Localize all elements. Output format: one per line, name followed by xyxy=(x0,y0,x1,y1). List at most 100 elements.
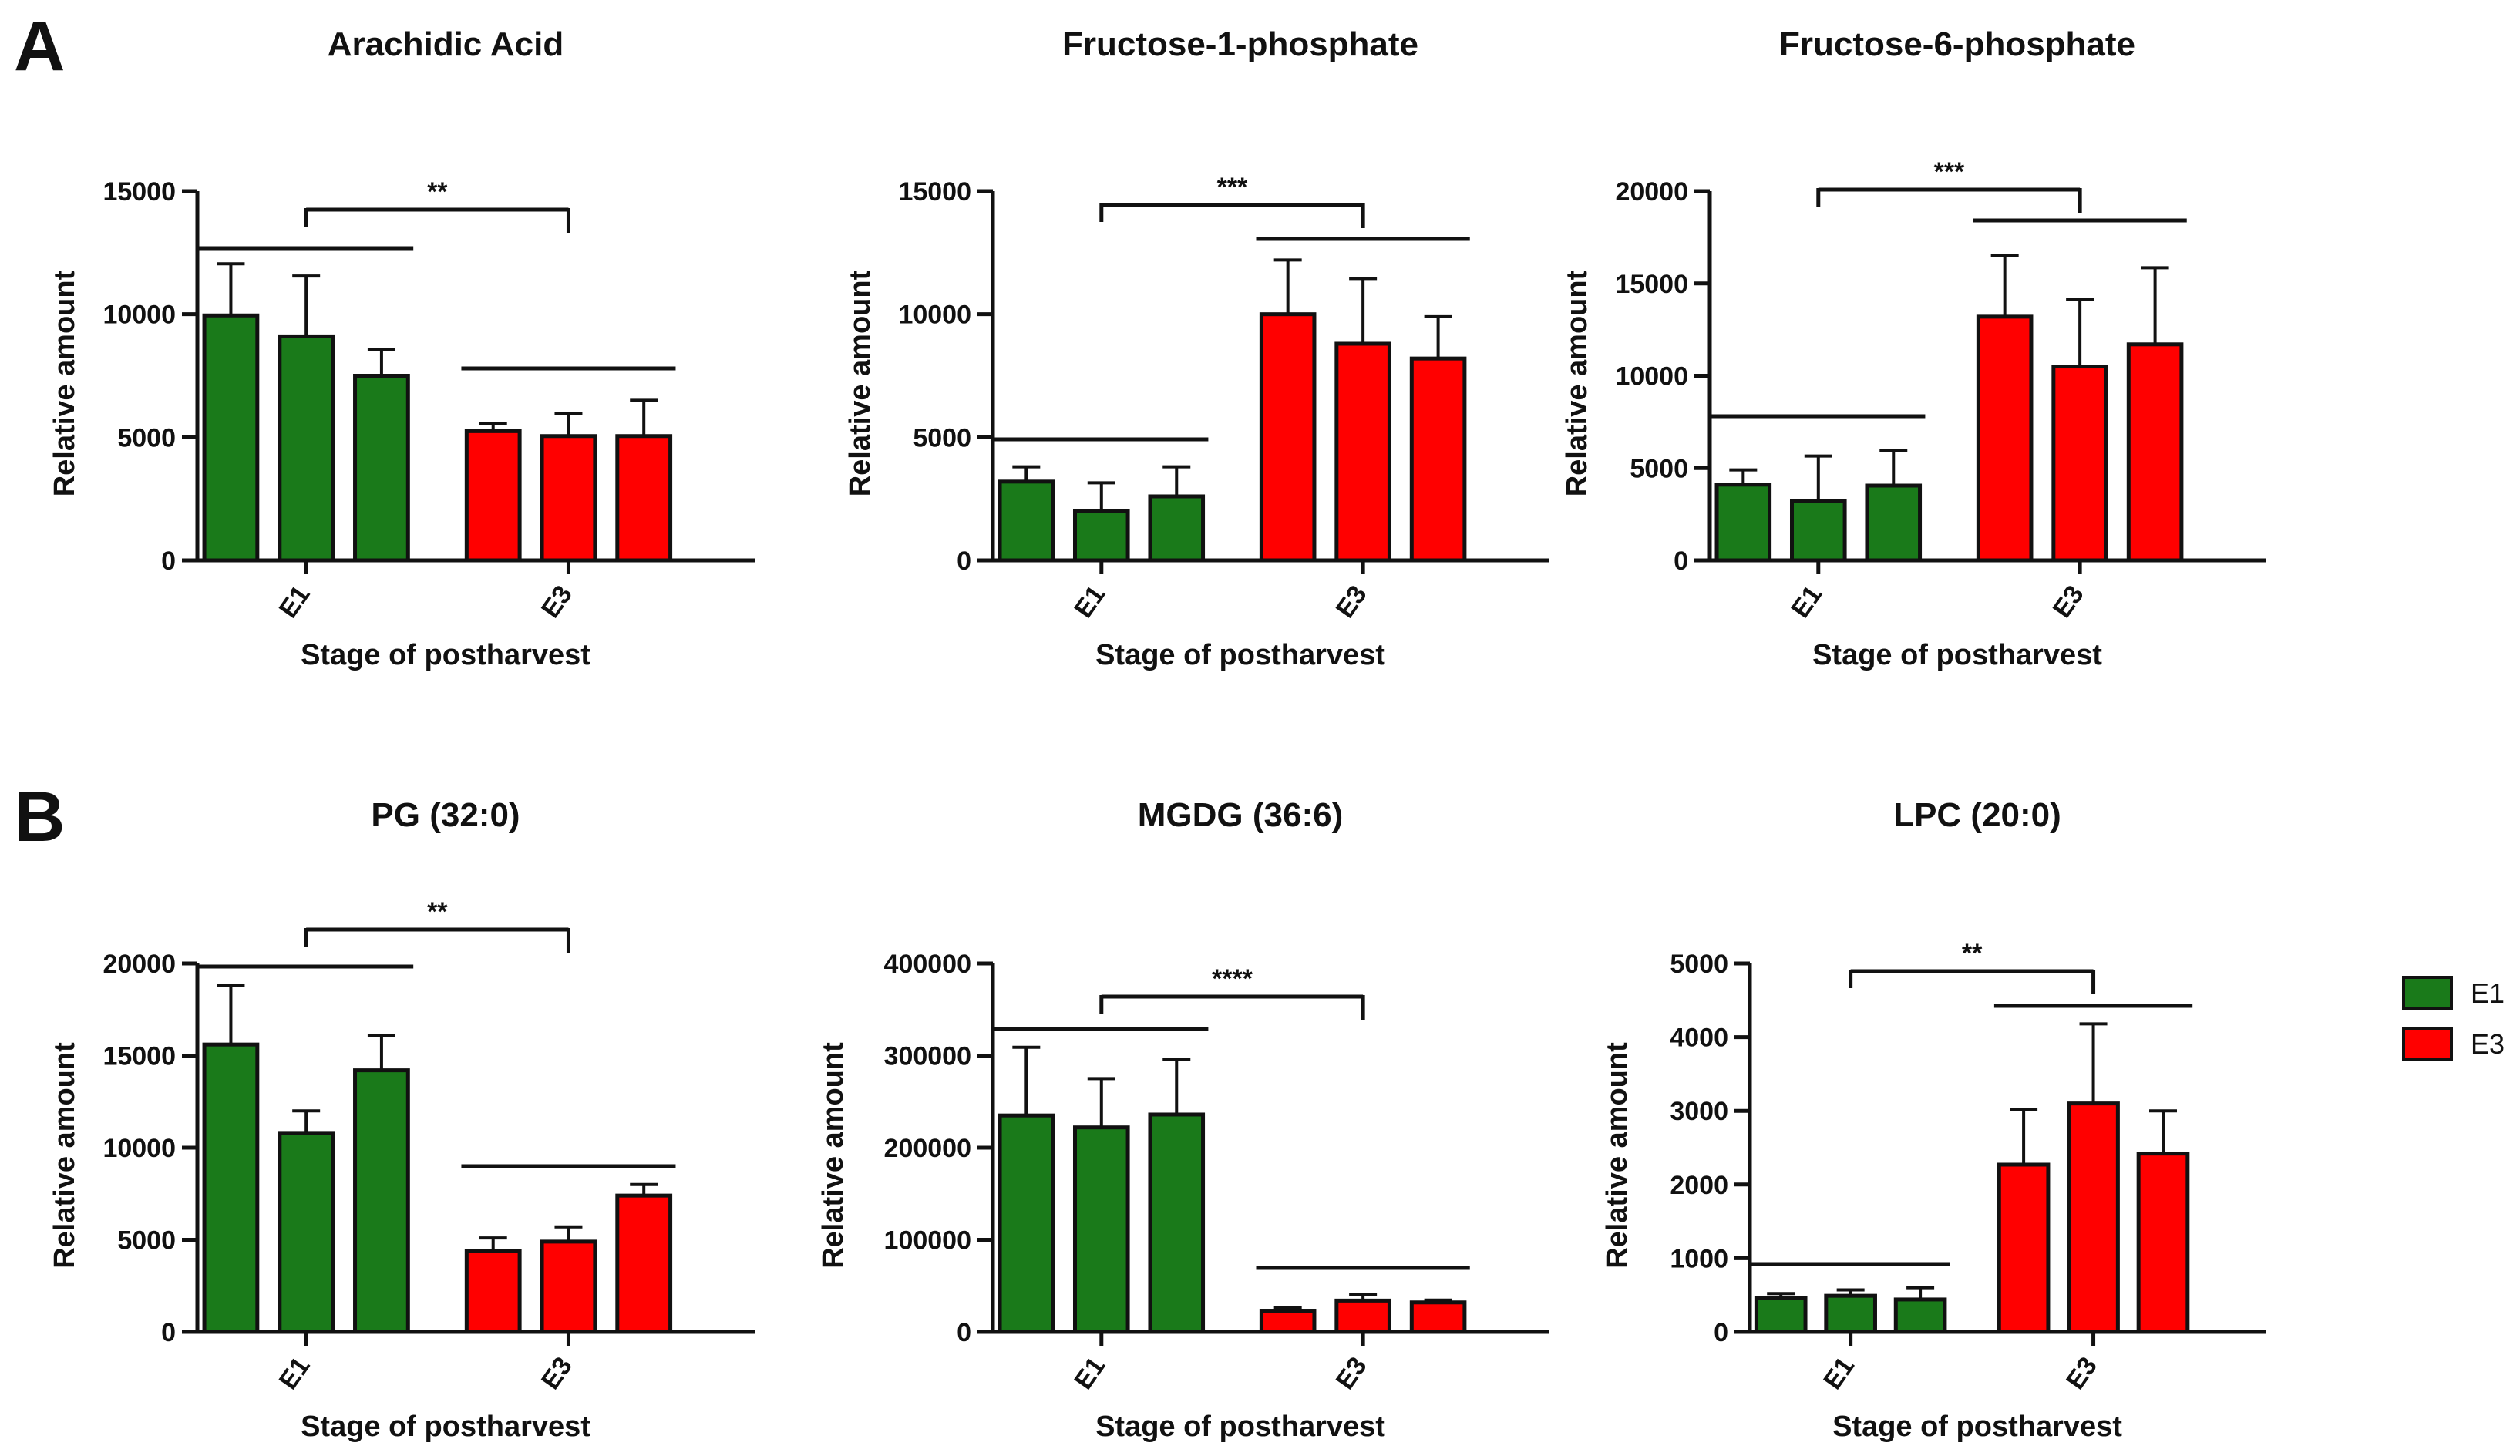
legend-swatch-e1 xyxy=(2402,976,2453,1010)
chart-6: LPC (20:0) 0 1000 2000 3000 4000 5000 Relative … xyxy=(1601,796,2266,1443)
bar-e1 xyxy=(1148,1112,1206,1334)
bar-e1 xyxy=(1072,1125,1130,1334)
x-axis-label: Stage of postharvest xyxy=(1812,639,2102,671)
x-axis-label: Stage of postharvest xyxy=(1832,1411,2122,1443)
bar-e3 xyxy=(2136,1152,2190,1334)
x-tick-label: E3 xyxy=(2061,1352,2103,1395)
bar-e1 xyxy=(1865,483,1923,563)
x-tick-label: E1 xyxy=(1785,580,1828,624)
significance-label: ** xyxy=(427,177,448,207)
bar-e1 xyxy=(998,1113,1055,1334)
y-axis-label: Relative amount xyxy=(49,1042,81,1269)
chart-5: MGDG (36:6) 0 100000 200000 300000 400000 Rela… xyxy=(817,796,1549,1443)
y-tick-label: 15000 xyxy=(103,177,176,207)
x-tick-label: E3 xyxy=(536,580,578,624)
x-axis-label: Stage of postharvest xyxy=(1095,639,1385,671)
bar-e3 xyxy=(1334,1298,1391,1334)
x-tick-label: E1 xyxy=(1068,1352,1111,1395)
x-tick-label: E3 xyxy=(1331,1352,1373,1395)
bar-e1 xyxy=(1824,1293,1877,1334)
y-tick-label: 0 xyxy=(1674,546,1688,576)
bar-e1 xyxy=(1789,499,1847,563)
y-tick-label: 5000 xyxy=(1630,454,1688,483)
y-tick-label: 5000 xyxy=(913,423,971,452)
y-tick-label: 100000 xyxy=(884,1226,971,1256)
chart-title: Arachidic Acid xyxy=(328,25,564,63)
chart-3: Fructose-6-phosphate 0 5000 10000 15000 20000… xyxy=(1561,25,2266,671)
y-tick-label: 0 xyxy=(161,1318,176,1347)
y-tick-label: 4000 xyxy=(1670,1024,1728,1053)
chart-1: Arachidic Acid 0 5000 10000 15000 Relative am… xyxy=(49,25,755,671)
bar-e1 xyxy=(353,374,410,563)
bar-e3 xyxy=(2067,1101,2120,1334)
significance-label: *** xyxy=(1934,157,1965,187)
y-tick-label: 300000 xyxy=(884,1042,971,1071)
y-axis-label: Relative amount xyxy=(1561,270,1593,496)
bar-e3 xyxy=(1259,312,1317,563)
significance-label: **** xyxy=(1212,964,1253,994)
bar-e1 xyxy=(1893,1297,1947,1334)
x-tick-label: E1 xyxy=(1068,580,1111,624)
bar-e1 xyxy=(202,1042,260,1334)
y-tick-label: 200000 xyxy=(884,1134,971,1163)
y-tick-label: 0 xyxy=(957,1318,971,1347)
x-tick-label: E3 xyxy=(1331,580,1373,624)
y-tick-label: 20000 xyxy=(1615,177,1688,207)
y-tick-label: 5000 xyxy=(117,1226,176,1256)
bar-e1 xyxy=(998,479,1055,563)
y-axis-label: Relative amount xyxy=(49,270,81,496)
y-tick-label: 10000 xyxy=(103,301,176,330)
bar-e1 xyxy=(1714,483,1772,563)
y-tick-label: 15000 xyxy=(103,1042,176,1071)
x-axis-label: Stage of postharvest xyxy=(301,1411,590,1443)
chart-title: LPC (20:0) xyxy=(1893,796,2061,834)
bar-e3 xyxy=(1334,341,1391,563)
x-tick-label: E3 xyxy=(536,1352,578,1395)
bar-e3 xyxy=(464,429,522,563)
bar-e3 xyxy=(1997,1162,2051,1334)
bar-e3 xyxy=(464,1249,522,1334)
bar-e1 xyxy=(278,334,335,563)
significance-label: ** xyxy=(427,897,448,926)
bar-e3 xyxy=(615,1193,673,1334)
y-tick-label: 3000 xyxy=(1670,1097,1728,1126)
bar-e3 xyxy=(615,434,673,563)
x-tick-label: E1 xyxy=(274,1352,316,1395)
significance-label: ** xyxy=(1962,939,1983,968)
x-axis-label: Stage of postharvest xyxy=(301,639,590,671)
y-axis-label: Relative amount xyxy=(844,270,876,496)
y-tick-label: 15000 xyxy=(898,177,971,207)
bar-e1 xyxy=(1148,494,1206,563)
x-tick-label: E1 xyxy=(274,580,316,624)
legend-swatch-e3 xyxy=(2402,1027,2453,1061)
x-tick-label: E1 xyxy=(1818,1352,1860,1395)
y-tick-label: 0 xyxy=(1714,1318,1728,1347)
legend-label-e1: E1 xyxy=(2471,977,2505,1009)
chart-title: Fructose-6-phosphate xyxy=(1779,25,2135,63)
y-axis-label: Relative amount xyxy=(817,1042,850,1269)
legend-label-e3: E3 xyxy=(2471,1028,2505,1060)
chart-title: PG (32:0) xyxy=(371,796,520,834)
bar-e3 xyxy=(540,434,597,563)
y-tick-label: 0 xyxy=(957,546,971,576)
panel-label-a: A xyxy=(14,7,66,86)
y-tick-label: 5000 xyxy=(117,423,176,452)
chart-title: Fructose-1-phosphate xyxy=(1062,25,1418,63)
bar-e3 xyxy=(1259,1309,1317,1334)
bar-e3 xyxy=(1409,356,1467,563)
bar-e3 xyxy=(540,1239,597,1334)
bar-e1 xyxy=(353,1068,410,1334)
x-axis-label: Stage of postharvest xyxy=(1095,1411,1385,1443)
bar-e3 xyxy=(2051,365,2108,563)
bar-e3 xyxy=(2126,342,2184,563)
bar-e3 xyxy=(1409,1300,1467,1334)
y-tick-label: 5000 xyxy=(1670,950,1728,979)
bar-e1 xyxy=(278,1131,335,1334)
bar-e1 xyxy=(1072,509,1130,563)
y-tick-label: 0 xyxy=(161,546,176,576)
panel-label-b: B xyxy=(14,778,66,856)
chart-4: PG (32:0) 0 5000 10000 15000 20000 Relative am… xyxy=(49,796,755,1443)
y-tick-label: 15000 xyxy=(1615,270,1688,299)
